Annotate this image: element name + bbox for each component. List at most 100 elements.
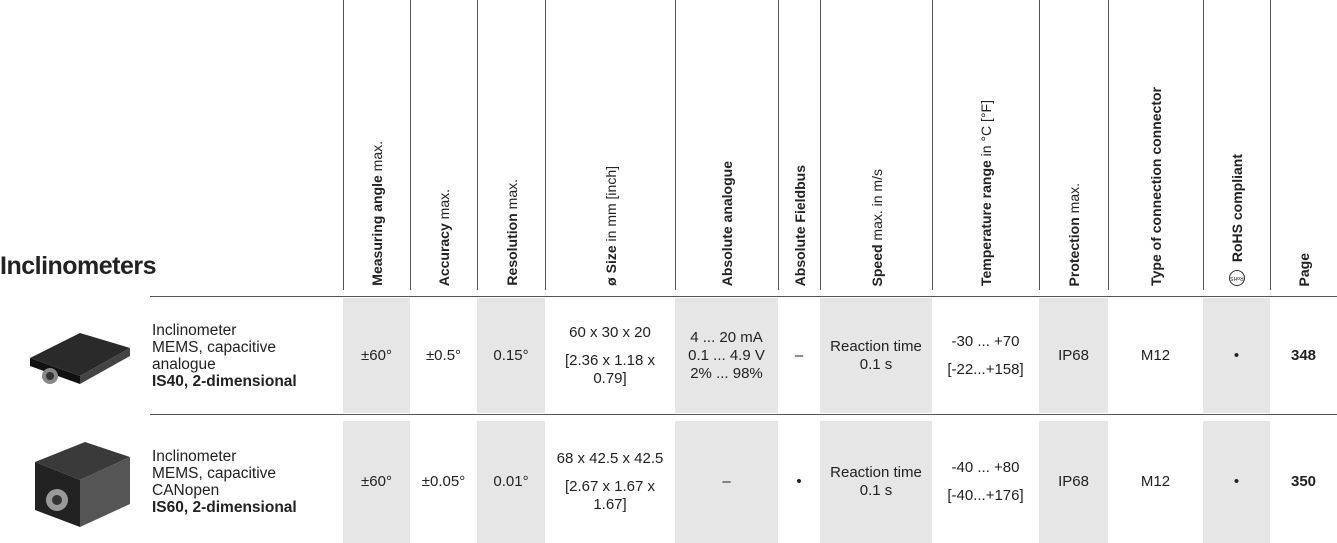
header-bold: Temperature range xyxy=(978,160,994,286)
header-text: Measuring angle max. xyxy=(369,141,385,286)
description-line: Inclinometer xyxy=(152,322,297,339)
header-normal: max. xyxy=(369,141,385,175)
header-text: Absolute analogue xyxy=(719,161,735,286)
table-cell: -40 ... +80 [-40...+176] xyxy=(932,421,1039,543)
table-cell: 60 x 30 x 20 [2.36 x 1.18 x 0.79] xyxy=(545,298,675,413)
column-header: ø Size in mm [inch] xyxy=(545,0,675,290)
cell-line: ±0.05° xyxy=(422,473,465,491)
product-image xyxy=(20,432,140,537)
header-text: Protection max. xyxy=(1066,183,1082,286)
header-normal: max. xyxy=(436,189,452,223)
column-header: Speed max. in m/s xyxy=(820,0,932,290)
cell-line: 0.15° xyxy=(493,347,528,365)
cell-line: • xyxy=(1234,347,1239,365)
column-header: Absolute Fieldbus xyxy=(778,0,820,290)
cell-line: IP68 xyxy=(1058,347,1089,365)
description-line: analogue xyxy=(152,356,297,373)
table-cell: 68 x 42.5 x 42.5 [2.67 x 1.67 x 1.67] xyxy=(545,421,675,543)
cell-line: – xyxy=(722,473,730,491)
column-header: Measuring angle max. xyxy=(343,0,410,290)
header-bold: Resolution xyxy=(504,214,520,286)
column-header: Temperature range in °C [°F] xyxy=(932,0,1039,290)
table-cell: 0.01° xyxy=(477,421,545,543)
table-cell: M12 xyxy=(1108,421,1203,543)
rule xyxy=(150,414,1337,415)
header-normal: in °C [°F] xyxy=(978,100,994,160)
cell-line: 4 ... 20 mA xyxy=(690,329,763,347)
header-bold: ø Size xyxy=(603,246,619,286)
header-normal: max. xyxy=(1066,183,1082,217)
cell-line: ±0.5° xyxy=(426,347,461,365)
cell-line: -30 ... +70 xyxy=(952,333,1020,351)
column-header: Accuracy max. xyxy=(410,0,477,290)
table-cell: ±60° xyxy=(343,421,410,543)
cell-line: IP68 xyxy=(1058,473,1089,491)
table-cell: 348 xyxy=(1270,298,1337,413)
cell-line: • xyxy=(1234,473,1239,491)
product-image xyxy=(20,318,140,398)
header-bold: Absolute analogue xyxy=(719,161,735,286)
cell-line: 0.1 ... 4.9 V xyxy=(688,347,765,365)
table-cell: M12 xyxy=(1108,298,1203,413)
table-cell: ±0.5° xyxy=(410,298,477,413)
cell-line: [-40...+176] xyxy=(947,487,1023,505)
table-cell: – xyxy=(675,421,778,543)
column-header: Type of connection connector xyxy=(1108,0,1203,290)
header-bold: Type of connection connector xyxy=(1148,87,1164,286)
table-cell: 0.15° xyxy=(477,298,545,413)
description-line: MEMS, capacitive xyxy=(152,465,297,482)
cell-line: [-22...+158] xyxy=(947,361,1023,379)
cell-line: 350 xyxy=(1291,473,1316,491)
cell-line: [2.67 x 1.67 x 1.67] xyxy=(548,478,672,514)
cell-line: -40 ... +80 xyxy=(952,459,1020,477)
cell-line: M12 xyxy=(1141,473,1170,491)
description-line: MEMS, capacitive xyxy=(152,339,297,356)
model: IS40, 2-dimensional xyxy=(152,373,297,390)
header-bold: Accuracy xyxy=(436,223,452,286)
header-text: Absolute Fieldbus xyxy=(792,165,808,286)
column-header: Absolute analogue xyxy=(675,0,778,290)
table-cell: – xyxy=(778,298,820,413)
table-cell: Reaction time 0.1 s xyxy=(820,298,932,413)
cell-line: Reaction time 0.1 s xyxy=(823,464,929,500)
column-header: RoHS RoHS compliant xyxy=(1203,0,1270,290)
section-title: Inclinometers xyxy=(0,252,156,281)
cell-line: M12 xyxy=(1141,347,1170,365)
cell-line: 2% ... 98% xyxy=(690,365,763,383)
rule xyxy=(150,296,1337,297)
table-cell: -30 ... +70 [-22...+158] xyxy=(932,298,1039,413)
header-normal: in mm [inch] xyxy=(603,166,619,245)
header-text: ø Size in mm [inch] xyxy=(603,166,619,286)
cell-line: ±60° xyxy=(361,473,392,491)
description-line: Inclinometer xyxy=(152,448,297,465)
cell-line: 0.01° xyxy=(493,473,528,491)
cell-line: 60 x 30 x 20 xyxy=(569,324,651,342)
header-bold: RoHS compliant xyxy=(1229,154,1245,262)
model: IS60, 2-dimensional xyxy=(152,499,297,516)
header-text: Temperature range in °C [°F] xyxy=(978,100,994,286)
header-text: Page xyxy=(1296,253,1312,286)
header-text: Accuracy max. xyxy=(436,189,452,286)
header-bold: Page xyxy=(1296,253,1312,286)
table-cell: 350 xyxy=(1270,421,1337,543)
header-normal: max. in m/s xyxy=(869,169,885,244)
table-cell: • xyxy=(1203,421,1270,543)
cell-line: Reaction time 0.1 s xyxy=(823,338,929,374)
description-line: CANopen xyxy=(152,482,297,499)
cell-line: ±60° xyxy=(361,347,392,365)
table-cell: ±0.05° xyxy=(410,421,477,543)
table-cell: Reaction time 0.1 s xyxy=(820,421,932,543)
cell-line: 68 x 42.5 x 42.5 xyxy=(557,450,664,468)
header-bold: Measuring angle xyxy=(369,176,385,286)
cell-line: [2.36 x 1.18 x 0.79] xyxy=(548,352,672,388)
header-text: Type of connection connector xyxy=(1148,87,1164,286)
header-text: Resolution max. xyxy=(504,179,520,286)
table-cell: ±60° xyxy=(343,298,410,413)
header-normal: max. xyxy=(504,179,520,213)
header-text: Speed max. in m/s xyxy=(869,169,885,286)
cell-line: • xyxy=(796,473,801,491)
header-bold: Speed xyxy=(869,244,885,286)
table-cell: IP68 xyxy=(1039,298,1108,413)
